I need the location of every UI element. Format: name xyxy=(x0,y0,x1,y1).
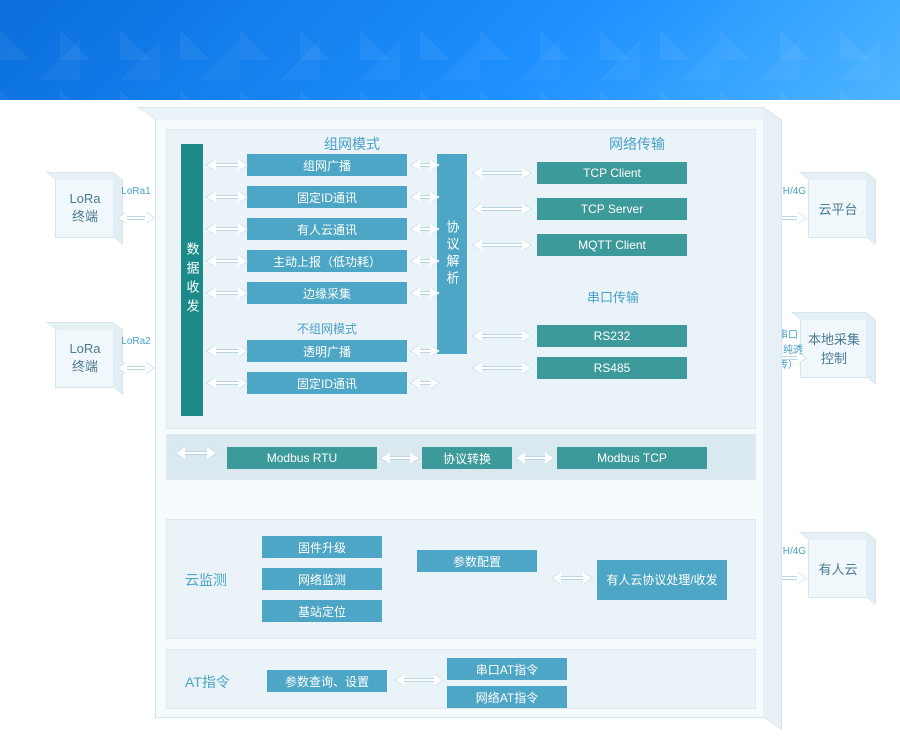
arrow-icon xyxy=(207,223,247,235)
vbar-data-io: 数据收发 xyxy=(181,144,203,416)
tag-mesh-1: 固定ID通讯 xyxy=(247,186,407,208)
arrow-icon xyxy=(411,287,439,299)
tag-nomesh-0: 透明广播 xyxy=(247,340,407,362)
conn-label: LoRa2 xyxy=(114,336,158,347)
arrow-icon xyxy=(473,203,531,215)
tag-mesh-0: 组网广播 xyxy=(247,154,407,176)
arrow-icon xyxy=(207,377,247,389)
tag-modbus-rtu: Modbus RTU xyxy=(227,447,377,469)
tag-mesh-4: 边缘采集 xyxy=(247,282,407,304)
tag-mesh-2: 有人云通讯 xyxy=(247,218,407,240)
side-box: LoRa终端 xyxy=(55,328,115,388)
tag-serial-0: RS232 xyxy=(537,325,687,347)
label-serial: 串口传输 xyxy=(587,287,639,306)
arrow-icon xyxy=(381,452,419,464)
section-at: AT指令 参数查询、设置 串口AT指令网络AT指令 xyxy=(166,649,756,709)
side-box: 本地采集控制 xyxy=(800,318,868,378)
header-mesh: 组网模式 xyxy=(272,134,432,154)
tag-net-2: MQTT Client xyxy=(537,234,687,256)
side-box: 云平台 xyxy=(808,178,868,238)
tag-param-config: 参数配置 xyxy=(417,550,537,572)
side-box: LoRa终端 xyxy=(55,178,115,238)
tag-serial-1: RS485 xyxy=(537,357,687,379)
header-network: 网络传输 xyxy=(557,134,717,154)
tag-cloud-proto: 有人云协议处理/收发 xyxy=(597,560,727,600)
arrow-icon xyxy=(207,287,247,299)
arrow-icon xyxy=(473,362,531,374)
label-cloud-monitor: 云监测 xyxy=(185,570,227,590)
arrow-icon xyxy=(411,159,439,171)
arrow-icon xyxy=(411,255,439,267)
tag-cloud-1: 网络监测 xyxy=(262,568,382,590)
arrow-icon xyxy=(552,572,592,584)
section-cloud: 云监测 固件升级网络监测基站定位 参数配置 有人云协议处理/收发 xyxy=(166,519,756,639)
tag-cloud-2: 基站定位 xyxy=(262,600,382,622)
arrow-icon xyxy=(411,345,439,357)
tag-nomesh-1: 固定ID通讯 xyxy=(247,372,407,394)
arrow-icon xyxy=(473,167,531,179)
arrow-icon xyxy=(118,212,154,224)
arrow-icon xyxy=(118,362,154,374)
main-panel: 组网模式 网络传输 数据收发 协议解析 组网广播固定ID通讯有人云通讯主动上报（… xyxy=(155,118,765,718)
section-top: 组网模式 网络传输 数据收发 协议解析 组网广播固定ID通讯有人云通讯主动上报（… xyxy=(166,129,756,429)
tag-at-r-1: 网络AT指令 xyxy=(447,686,567,708)
tag-at-query: 参数查询、设置 xyxy=(267,670,387,692)
tag-protocol-convert: 协议转换 xyxy=(422,447,512,469)
label-at: AT指令 xyxy=(185,672,230,692)
section-modbus: Modbus RTU 协议转换 Modbus TCP xyxy=(166,434,756,480)
tag-cloud-0: 固件升级 xyxy=(262,536,382,558)
arrow-icon xyxy=(516,452,554,464)
arrow-icon xyxy=(473,239,531,251)
arrow-icon xyxy=(207,191,247,203)
arrow-icon xyxy=(207,345,247,357)
arrow-icon xyxy=(395,674,443,686)
conn-label: LoRa1 xyxy=(114,186,158,197)
tag-net-1: TCP Server xyxy=(537,198,687,220)
tag-modbus-tcp: Modbus TCP xyxy=(557,447,707,469)
arrow-icon xyxy=(411,191,439,203)
top-banner xyxy=(0,0,900,100)
tag-mesh-3: 主动上报（低功耗） xyxy=(247,250,407,272)
tag-at-r-0: 串口AT指令 xyxy=(447,658,567,680)
arrow-icon xyxy=(207,159,247,171)
arrow-icon xyxy=(411,377,439,389)
arrow-icon xyxy=(207,255,247,267)
side-box: 有人云 xyxy=(808,538,868,598)
arrow-icon xyxy=(473,330,531,342)
arrow-icon xyxy=(411,223,439,235)
label-nomesh: 不组网模式 xyxy=(297,320,357,337)
tag-net-0: TCP Client xyxy=(537,162,687,184)
midbar-protocol: 协议解析 xyxy=(437,154,467,354)
arrow-icon xyxy=(176,447,216,459)
